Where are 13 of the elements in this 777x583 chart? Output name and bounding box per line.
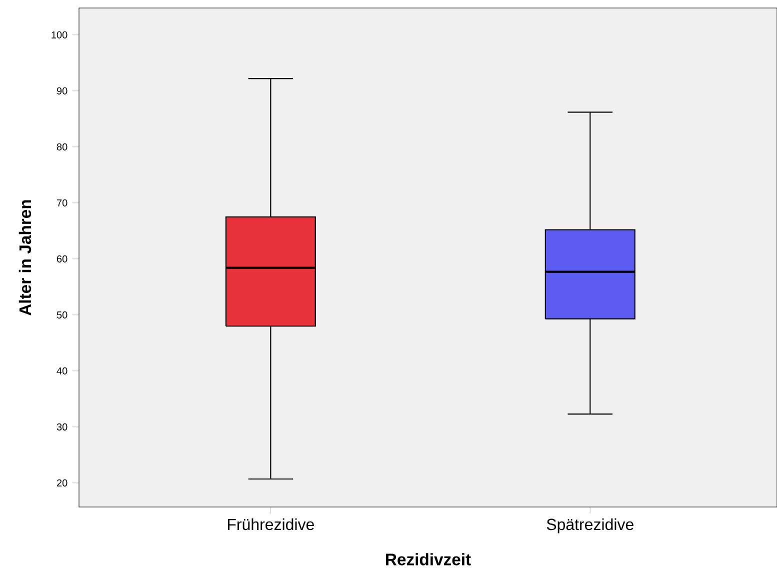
y-tick-label: 100 — [52, 31, 68, 38]
x-axis-title: Rezidivzeit — [386, 553, 471, 566]
y-tick-label: 30 — [56, 423, 68, 430]
y-tick-label: 20 — [57, 479, 68, 486]
y-tick-label: 70 — [57, 199, 68, 206]
y-axis-title: Alter in Jahren — [18, 200, 32, 316]
y-tick-label: 60 — [57, 255, 68, 262]
x-tick-label: Spätrezidive — [546, 518, 634, 534]
y-tick-label: 80 — [56, 143, 68, 150]
y-tick-label: 90 — [56, 87, 68, 94]
y-tick-label: 40 — [56, 367, 68, 374]
y-tick-label: 50 — [56, 311, 68, 318]
x-tick-label: Frührezidive — [228, 518, 314, 530]
